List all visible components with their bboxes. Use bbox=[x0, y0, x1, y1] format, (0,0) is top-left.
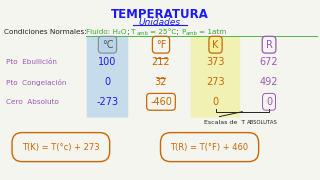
Text: K: K bbox=[212, 40, 219, 50]
Text: Pto  Ebullición: Pto Ebullición bbox=[6, 59, 57, 66]
Text: Pto  Congelación: Pto Congelación bbox=[6, 79, 67, 86]
Text: °C: °C bbox=[102, 40, 113, 50]
Text: -273: -273 bbox=[96, 97, 118, 107]
Text: ;: ; bbox=[125, 29, 132, 35]
Text: T(R) = T(°F) + 460: T(R) = T(°F) + 460 bbox=[171, 143, 249, 152]
Text: -460: -460 bbox=[150, 97, 172, 107]
Text: P: P bbox=[181, 29, 185, 35]
Text: 212: 212 bbox=[152, 57, 170, 68]
Text: 32: 32 bbox=[155, 77, 167, 87]
Text: 373: 373 bbox=[206, 57, 225, 68]
Text: °F: °F bbox=[156, 40, 166, 50]
Text: 672: 672 bbox=[260, 57, 278, 68]
Text: 100: 100 bbox=[98, 57, 117, 68]
FancyBboxPatch shape bbox=[191, 37, 240, 118]
Text: T(K) = T(°c) + 273: T(K) = T(°c) + 273 bbox=[22, 143, 100, 152]
Text: Unidades: Unidades bbox=[139, 18, 181, 27]
Text: TEMPERATURA: TEMPERATURA bbox=[111, 8, 209, 21]
Text: amb: amb bbox=[186, 31, 198, 36]
Text: 492: 492 bbox=[260, 77, 278, 87]
Text: Escalas de  T: Escalas de T bbox=[204, 120, 245, 125]
Text: Condiciones Normales:: Condiciones Normales: bbox=[4, 29, 89, 35]
Text: Cero  Absoluto: Cero Absoluto bbox=[6, 99, 59, 105]
Text: 0: 0 bbox=[104, 77, 110, 87]
Text: 273: 273 bbox=[206, 77, 225, 87]
Text: amb: amb bbox=[136, 31, 148, 36]
Text: R: R bbox=[266, 40, 273, 50]
Text: = 25°C: = 25°C bbox=[150, 29, 176, 35]
Text: 0: 0 bbox=[212, 97, 219, 107]
Text: T: T bbox=[131, 29, 136, 35]
Text: = 1atm: = 1atm bbox=[199, 29, 226, 35]
Text: Fluido: H₂O: Fluido: H₂O bbox=[86, 29, 126, 35]
Text: ;: ; bbox=[174, 29, 181, 35]
Text: ABSOLUTAS: ABSOLUTAS bbox=[247, 120, 278, 125]
FancyBboxPatch shape bbox=[87, 37, 128, 118]
Text: 0: 0 bbox=[266, 97, 272, 107]
